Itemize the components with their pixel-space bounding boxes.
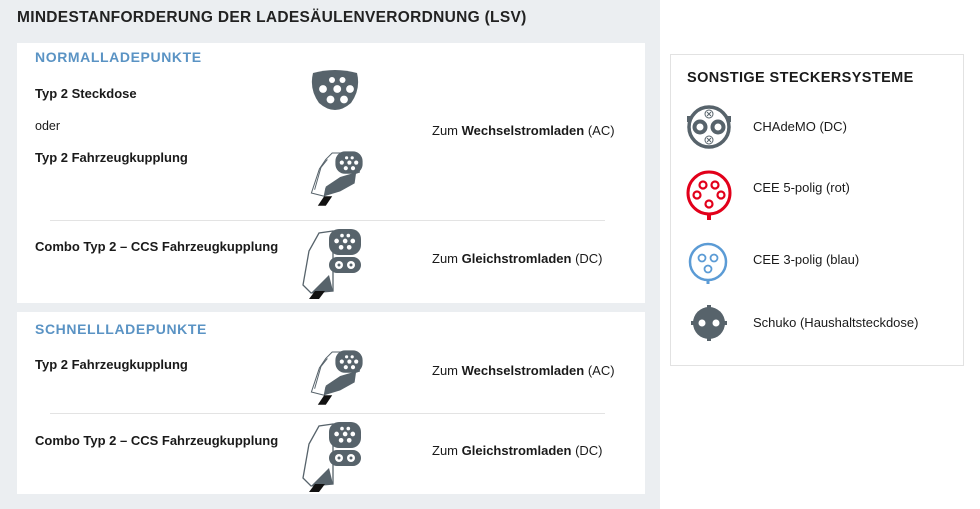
lsv-section: MINDESTANFORDERUNG DER LADESÄULENVERORDN…: [0, 0, 660, 509]
cee5-icon: [686, 170, 732, 220]
connector-label: CHAdeMO (DC): [753, 119, 847, 134]
fast-charging-panel: SCHNELLLADEPUNKTE Typ 2 Fahrzeugkupplung…: [17, 312, 645, 494]
normal-charging-panel: NORMALLADEPUNKTE Typ 2 Steckdose oder Ty…: [17, 43, 645, 303]
ccs-combo-plug-icon: [302, 229, 361, 299]
type2-plug-icon: [310, 350, 363, 406]
chademo-icon: [687, 105, 731, 149]
panel-heading: SONSTIGE STECKERSYSTEME: [687, 70, 914, 86]
section-heading: NORMALLADEPUNKTE: [35, 49, 202, 65]
connector-label: Typ 2 Steckdose: [35, 86, 137, 101]
divider: [50, 413, 605, 414]
connector-label: Combo Typ 2 – CCS Fahrzeugkupplung: [35, 433, 279, 448]
section-heading: SCHNELLLADEPUNKTE: [35, 321, 207, 337]
usage-text: Zum Wechselstromladen (AC): [432, 363, 615, 378]
cee3-icon: [688, 242, 728, 284]
type2-socket-icon: [311, 70, 359, 110]
connector-label: Combo Typ 2 – CCS Fahrzeugkupplung: [35, 239, 279, 254]
or-text: oder: [35, 119, 61, 133]
connector-label: Typ 2 Fahrzeugkupplung: [35, 357, 188, 372]
usage-text: Zum Gleichstromladen (DC): [432, 251, 603, 266]
ccs-combo-plug-icon: [302, 422, 361, 492]
usage-text: Zum Gleichstromladen (DC): [432, 443, 603, 458]
connector-label: Typ 2 Fahrzeugkupplung: [35, 150, 188, 165]
connector-label: CEE 3-polig (blau): [753, 252, 860, 267]
divider: [50, 220, 605, 221]
other-connectors-panel: SONSTIGE STECKERSYSTEME CHAdeMO (DC) CEE…: [670, 54, 964, 366]
usage-text: Zum Wechselstromladen (AC): [432, 123, 615, 138]
connector-label: CEE 5-polig (rot): [753, 180, 850, 195]
connector-label: Schuko (Haushaltsteckdose): [753, 315, 919, 330]
schuko-icon: [691, 305, 727, 341]
page-title: MINDESTANFORDERUNG DER LADESÄULENVERORDN…: [17, 9, 527, 26]
type2-plug-icon: [310, 151, 363, 207]
